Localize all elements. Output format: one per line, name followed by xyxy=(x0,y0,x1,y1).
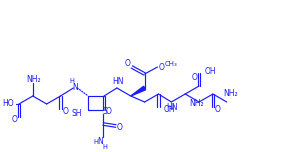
Text: CH₃: CH₃ xyxy=(165,61,178,67)
Text: NH₂: NH₂ xyxy=(189,100,204,109)
Text: HO: HO xyxy=(2,100,14,109)
Text: NH₂: NH₂ xyxy=(223,90,237,98)
Text: H: H xyxy=(94,139,98,145)
Text: O: O xyxy=(12,116,18,124)
Text: NH₂: NH₂ xyxy=(26,74,41,83)
Polygon shape xyxy=(131,86,146,96)
Text: O: O xyxy=(159,62,164,71)
Text: OH: OH xyxy=(205,67,217,76)
Text: O: O xyxy=(215,105,221,114)
Text: N: N xyxy=(97,138,103,147)
Text: O: O xyxy=(125,59,131,69)
Text: O: O xyxy=(117,123,123,131)
Text: H: H xyxy=(69,78,74,84)
Text: S: S xyxy=(103,107,107,116)
Text: HN: HN xyxy=(112,78,124,86)
Text: HN: HN xyxy=(166,104,178,112)
Text: O: O xyxy=(63,107,68,116)
Text: O: O xyxy=(191,74,197,83)
Text: OH: OH xyxy=(163,105,175,114)
Text: N: N xyxy=(73,83,78,93)
Text: H: H xyxy=(103,144,107,150)
Text: SH: SH xyxy=(72,109,82,119)
Text: O: O xyxy=(106,107,112,116)
